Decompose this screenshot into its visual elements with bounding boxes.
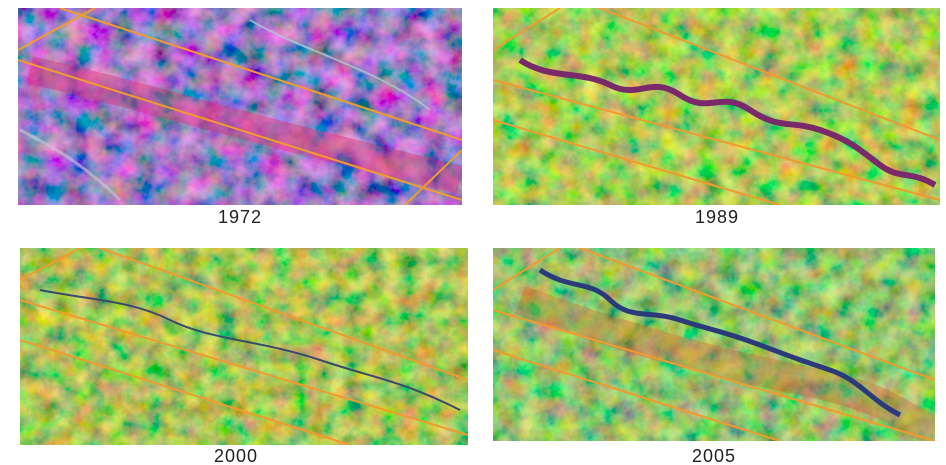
figure: 1972 1989 2000 2005	[0, 0, 946, 465]
satellite-image	[20, 248, 468, 445]
caption: 2005	[692, 446, 736, 465]
caption: 1972	[218, 207, 262, 227]
satellite-image	[493, 8, 940, 205]
figure-canvas: 1972 1989 2000 2005	[0, 0, 946, 465]
satellite-image	[493, 248, 935, 441]
caption: 2000	[214, 446, 258, 465]
caption: 1989	[695, 207, 739, 227]
satellite-image	[18, 8, 462, 205]
